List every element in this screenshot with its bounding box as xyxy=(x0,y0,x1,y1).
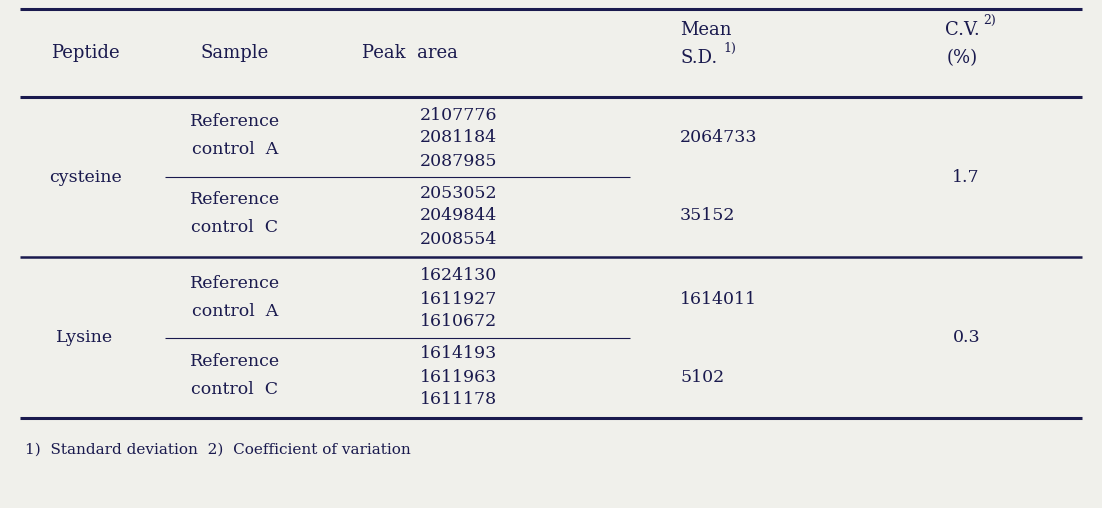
Text: 1.7: 1.7 xyxy=(952,169,980,185)
Text: 1611178: 1611178 xyxy=(420,392,497,408)
Text: (%): (%) xyxy=(947,49,977,67)
Text: Reference: Reference xyxy=(190,274,280,292)
Text: 2053052: 2053052 xyxy=(420,184,498,202)
Text: Mean: Mean xyxy=(680,21,732,39)
Text: 1610672: 1610672 xyxy=(420,313,497,331)
Text: 2064733: 2064733 xyxy=(680,130,757,146)
Text: 1611963: 1611963 xyxy=(420,368,497,386)
Text: Sample: Sample xyxy=(201,44,269,62)
Text: 2049844: 2049844 xyxy=(420,207,497,225)
Text: 1)  Standard deviation  2)  Coefficient of variation: 1) Standard deviation 2) Coefficient of … xyxy=(25,443,411,457)
Text: Peak  area: Peak area xyxy=(363,44,458,62)
Text: Reference: Reference xyxy=(190,192,280,208)
Text: 1): 1) xyxy=(723,42,736,54)
Text: 35152: 35152 xyxy=(680,207,735,225)
Text: Lysine: Lysine xyxy=(56,329,114,346)
Text: control  A: control A xyxy=(192,302,278,320)
Text: 2): 2) xyxy=(983,14,996,26)
Text: control  C: control C xyxy=(192,380,279,397)
Text: 5102: 5102 xyxy=(680,368,724,386)
Text: 2087985: 2087985 xyxy=(420,152,497,170)
Text: 2107776: 2107776 xyxy=(420,107,497,123)
Text: cysteine: cysteine xyxy=(48,169,121,185)
Text: 1611927: 1611927 xyxy=(420,291,497,307)
Text: control  C: control C xyxy=(192,219,279,237)
Text: 0.3: 0.3 xyxy=(952,329,980,346)
Text: Reference: Reference xyxy=(190,353,280,369)
Text: 2008554: 2008554 xyxy=(420,231,497,247)
Text: Reference: Reference xyxy=(190,113,280,131)
Text: 1624130: 1624130 xyxy=(420,268,497,284)
Text: 2081184: 2081184 xyxy=(420,130,497,146)
Text: 1614193: 1614193 xyxy=(420,345,497,363)
Text: 1614011: 1614011 xyxy=(680,291,757,307)
Text: Peptide: Peptide xyxy=(51,44,119,62)
Text: control  A: control A xyxy=(192,142,278,158)
Text: S.D.: S.D. xyxy=(680,49,717,67)
Text: C.V.: C.V. xyxy=(946,21,980,39)
